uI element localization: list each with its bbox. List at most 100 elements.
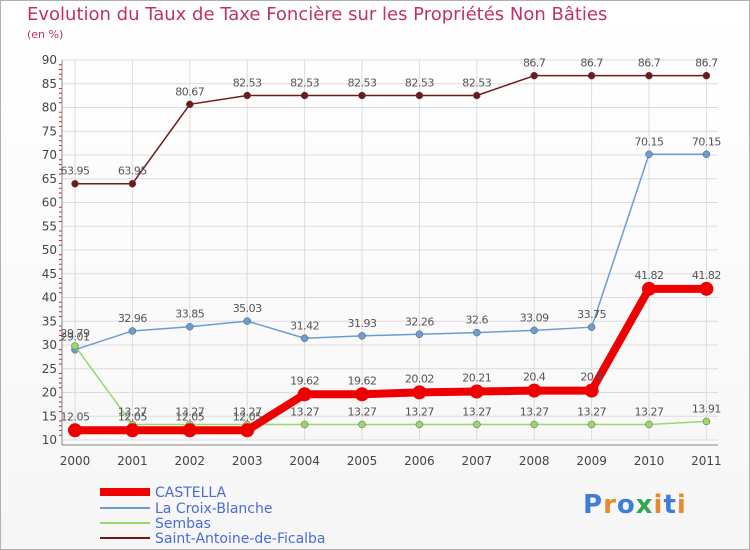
legend-item-castella: CASTELLA (100, 485, 226, 501)
y-tick-label: 70 (42, 148, 57, 162)
data-label: 20.4 (580, 371, 603, 384)
logo-letter: i (653, 490, 664, 520)
data-label: 82.53 (290, 76, 319, 89)
data-point (358, 420, 366, 429)
data-label: 13.27 (577, 405, 606, 418)
y-tick-label: 15 (42, 409, 57, 423)
logo-letter: i (676, 490, 687, 520)
chart-title: Evolution du Taux de Taxe Foncière sur l… (27, 4, 608, 25)
logo-letter: r (603, 490, 617, 520)
x-tick-label: 2003 (232, 454, 263, 468)
data-label: 80.67 (175, 85, 204, 98)
data-point (530, 326, 538, 335)
data-point (128, 327, 137, 335)
data-label: 13.27 (405, 405, 434, 418)
data-point (702, 150, 711, 159)
data-point (297, 387, 312, 402)
data-label: 20.02 (405, 372, 434, 385)
proxiti-logo: Proxiti (583, 490, 687, 520)
data-label: 13.27 (635, 405, 664, 418)
data-label: 35.03 (233, 302, 262, 315)
data-point (587, 71, 596, 80)
data-point (645, 71, 653, 80)
x-tick-label: 2000 (60, 454, 91, 468)
data-label: 19.62 (290, 374, 319, 387)
y-tick-label: 55 (42, 219, 57, 233)
data-label: 13.27 (520, 405, 549, 418)
data-label: 33.75 (577, 308, 606, 321)
data-point (584, 383, 599, 398)
data-point (530, 420, 538, 429)
data-label: 29.01 (61, 331, 90, 344)
x-tick-label: 2007 (462, 454, 493, 468)
data-point (300, 420, 309, 429)
data-label: 70.15 (635, 135, 664, 148)
data-point (473, 328, 481, 337)
data-point (71, 179, 79, 188)
legend-item-saint-antoine: Saint-Antoine-de-Ficalba (100, 531, 326, 547)
data-point (473, 420, 481, 429)
data-label: 13.27 (175, 405, 204, 418)
y-tick-label: 75 (42, 124, 57, 138)
data-label: 13.27 (233, 405, 262, 418)
data-label: 32.26 (405, 315, 434, 328)
data-point (415, 91, 424, 100)
data-point (473, 91, 481, 100)
data-point (530, 71, 538, 80)
y-tick-label: 60 (42, 196, 57, 210)
data-label: 31.42 (290, 319, 319, 332)
y-tick-label: 80 (42, 101, 57, 115)
data-point (300, 334, 309, 343)
legend-item-la-croix-blanche: La Croix-Blanche (100, 501, 272, 517)
data-label: 32.96 (118, 312, 147, 325)
data-point (699, 281, 714, 296)
data-point (243, 91, 251, 100)
data-label: 12.05 (61, 410, 90, 423)
x-tick-label: 2008 (519, 454, 550, 468)
data-label: 12.05 (233, 410, 262, 423)
data-label: 12.05 (118, 410, 147, 423)
y-tick-label: 30 (42, 338, 57, 352)
logo-letter: t (663, 490, 677, 520)
legend-swatch-saint-antoine (100, 537, 150, 539)
data-label: 29.79 (61, 327, 90, 340)
legend-label-la-croix-blanche: La Croix-Blanche (155, 500, 273, 517)
data-point (645, 150, 653, 159)
data-point (412, 385, 427, 400)
data-point (702, 71, 711, 80)
logo-letter: o (616, 490, 636, 520)
x-tick-label: 2004 (289, 454, 320, 468)
series-line-la-croix-blanche (74, 153, 707, 351)
legend-swatch-sembas (100, 522, 150, 524)
y-tick-label: 20 (42, 386, 57, 400)
y-tick-label: 65 (42, 172, 57, 186)
y-tick-label: 40 (42, 291, 57, 305)
data-label: 63.95 (118, 165, 147, 178)
data-label: 86.7 (523, 57, 546, 70)
data-label: 13.91 (692, 402, 721, 415)
data-label: 86.7 (638, 57, 661, 70)
data-label: 86.7 (580, 57, 603, 70)
data-point (358, 332, 366, 340)
legend-label-castella: CASTELLA (155, 484, 227, 501)
data-label: 20.21 (462, 372, 491, 385)
data-point (355, 387, 369, 402)
data-point (186, 100, 194, 109)
legend-item-sembas: Sembas (100, 516, 211, 532)
data-point (182, 423, 197, 438)
legend-swatch-la-croix-blanche (100, 507, 150, 509)
data-label: 41.82 (635, 269, 664, 282)
y-axis-unit: (en %) (27, 28, 64, 41)
data-point (125, 423, 140, 438)
x-tick-label: 2001 (117, 454, 148, 468)
y-tick-label: 25 (42, 362, 57, 376)
data-point (645, 420, 653, 429)
data-point (358, 91, 366, 100)
data-label: 82.53 (233, 76, 262, 89)
data-label: 33.85 (175, 308, 204, 321)
series-line-saint-antoine-de-ficalba (75, 74, 707, 185)
x-tick-label: 2005 (347, 454, 378, 468)
data-point (186, 322, 194, 331)
data-label: 13.27 (462, 405, 491, 418)
